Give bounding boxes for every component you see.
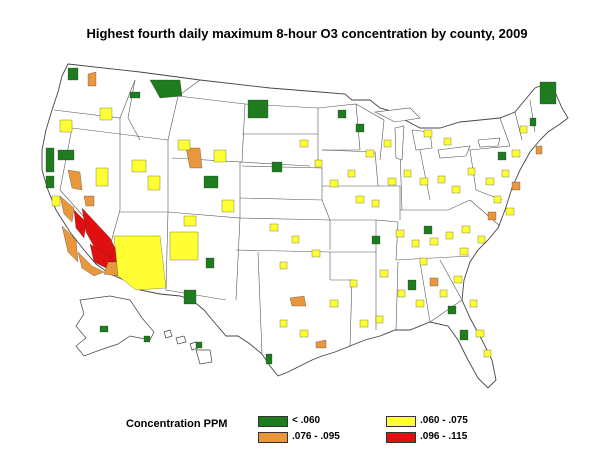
legend-swatch-red [386,432,416,443]
state-borders [53,79,536,355]
map-title: Highest fourth daily maximum 8-hour O3 c… [86,26,528,41]
legend-label: .096 - .115 [420,431,468,442]
legend-swatch-yellow [386,416,416,427]
legend-label: < .060 [292,415,321,426]
legend-swatch-orange [258,432,288,443]
legend-label: .060 - .075 [420,415,468,426]
great-lakes [373,107,501,161]
alaska-inset [75,295,155,357]
legend-label: .076 - .095 [292,431,340,442]
county-fills [45,67,557,365]
hawaii-inset [163,329,213,365]
legend-swatch-green [258,416,288,427]
legend-title: Concentration PPM [126,418,228,430]
